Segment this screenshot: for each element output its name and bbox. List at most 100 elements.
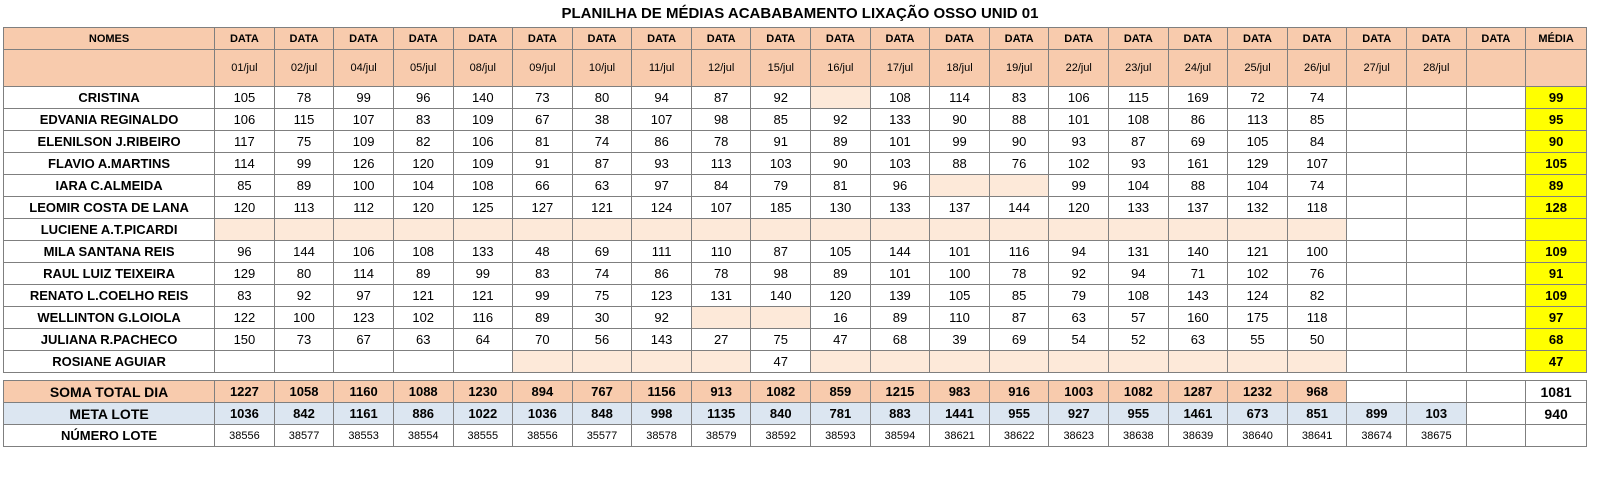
- value-cell[interactable]: 55: [1227, 328, 1288, 351]
- value-cell[interactable]: 69: [571, 240, 633, 263]
- value-cell[interactable]: 105: [1227, 130, 1288, 153]
- value-cell[interactable]: 115: [273, 108, 335, 131]
- employee-name[interactable]: RAUL LUIZ TEIXEIRA: [2, 262, 216, 285]
- value-cell[interactable]: 140: [452, 86, 514, 109]
- value-cell[interactable]: 106: [214, 108, 275, 131]
- value-cell[interactable]: [392, 350, 454, 373]
- lot-cell[interactable]: 38638: [1108, 424, 1169, 447]
- total-cell[interactable]: 1232: [1227, 380, 1288, 403]
- average-cell[interactable]: 47: [1525, 350, 1587, 373]
- date-header[interactable]: DATA: [392, 27, 454, 50]
- date-cell[interactable]: 17/jul: [869, 49, 931, 87]
- value-cell[interactable]: [690, 218, 752, 241]
- value-cell[interactable]: 112: [333, 196, 394, 219]
- value-cell[interactable]: [273, 218, 335, 241]
- value-cell[interactable]: 94: [631, 86, 692, 109]
- goal-average[interactable]: 940: [1525, 402, 1587, 425]
- total-cell[interactable]: 894: [512, 380, 573, 403]
- total-cell[interactable]: 1156: [631, 380, 692, 403]
- value-cell[interactable]: 116: [452, 306, 514, 329]
- value-cell[interactable]: 89: [810, 262, 871, 285]
- value-cell[interactable]: [1346, 174, 1407, 197]
- goal-cell[interactable]: 927: [1048, 402, 1110, 425]
- date-cell[interactable]: 26/jul: [1286, 49, 1348, 87]
- goal-cell[interactable]: [1465, 402, 1527, 425]
- value-cell[interactable]: [1406, 130, 1467, 153]
- value-cell[interactable]: [929, 218, 990, 241]
- employee-name[interactable]: LUCIENE A.T.PICARDI: [2, 218, 216, 241]
- value-cell[interactable]: 92: [810, 108, 871, 131]
- value-cell[interactable]: 80: [273, 262, 335, 285]
- value-cell[interactable]: 124: [631, 196, 692, 219]
- lot-cell[interactable]: 38641: [1286, 424, 1348, 447]
- value-cell[interactable]: [1346, 130, 1407, 153]
- value-cell[interactable]: 121: [452, 284, 514, 307]
- value-cell[interactable]: 113: [690, 152, 752, 175]
- value-cell[interactable]: 85: [750, 108, 812, 131]
- date-header[interactable]: DATA: [1227, 27, 1288, 50]
- value-cell[interactable]: 104: [1108, 174, 1169, 197]
- employee-name[interactable]: CRISTINA: [2, 86, 216, 109]
- value-cell[interactable]: 94: [1048, 240, 1110, 263]
- value-cell[interactable]: 86: [631, 130, 692, 153]
- average-cell[interactable]: 95: [1525, 108, 1587, 131]
- value-cell[interactable]: 38: [571, 108, 633, 131]
- average-header[interactable]: MÉDIA: [1525, 27, 1587, 50]
- value-cell[interactable]: 88: [1167, 174, 1229, 197]
- value-cell[interactable]: 99: [512, 284, 573, 307]
- value-cell[interactable]: 78: [690, 262, 752, 285]
- value-cell[interactable]: 63: [392, 328, 454, 351]
- value-cell[interactable]: [392, 218, 454, 241]
- date-cell[interactable]: 10/jul: [571, 49, 633, 87]
- value-cell[interactable]: 75: [750, 328, 812, 351]
- date-cell[interactable]: 11/jul: [631, 49, 692, 87]
- value-cell[interactable]: [1108, 218, 1169, 241]
- value-cell[interactable]: [1286, 350, 1348, 373]
- value-cell[interactable]: 30: [571, 306, 633, 329]
- value-cell[interactable]: [810, 350, 871, 373]
- date-header[interactable]: DATA: [810, 27, 871, 50]
- date-cell[interactable]: 05/jul: [392, 49, 454, 87]
- spacer-cell[interactable]: [1108, 372, 1169, 381]
- date-header[interactable]: DATA: [1406, 27, 1467, 50]
- spacer-cell[interactable]: [870, 372, 930, 381]
- value-cell[interactable]: 120: [392, 196, 454, 219]
- employee-name[interactable]: WELLINTON G.LOIOLA: [2, 306, 216, 329]
- value-cell[interactable]: 89: [392, 262, 454, 285]
- value-cell[interactable]: 57: [1108, 306, 1169, 329]
- total-cell[interactable]: 1058: [273, 380, 335, 403]
- goal-cell[interactable]: 103: [1406, 402, 1467, 425]
- goal-cell[interactable]: 781: [810, 402, 871, 425]
- spacer-cell[interactable]: [631, 372, 692, 381]
- value-cell[interactable]: [571, 218, 633, 241]
- value-cell[interactable]: 100: [273, 306, 335, 329]
- value-cell[interactable]: 99: [929, 130, 990, 153]
- value-cell[interactable]: 132: [1227, 196, 1288, 219]
- date-header[interactable]: DATA: [1286, 27, 1348, 50]
- value-cell[interactable]: [452, 350, 514, 373]
- value-cell[interactable]: 114: [333, 262, 394, 285]
- date-cell[interactable]: 12/jul: [690, 49, 752, 87]
- value-cell[interactable]: 98: [750, 262, 812, 285]
- value-cell[interactable]: [1465, 350, 1527, 373]
- value-cell[interactable]: 102: [1048, 152, 1110, 175]
- spacer-cell[interactable]: [989, 372, 1049, 381]
- lot-cell[interactable]: 38639: [1167, 424, 1229, 447]
- total-cell[interactable]: 767: [571, 380, 633, 403]
- value-cell[interactable]: [1346, 350, 1407, 373]
- goal-cell[interactable]: 1161: [333, 402, 394, 425]
- value-cell[interactable]: 89: [810, 130, 871, 153]
- average-cell[interactable]: 68: [1525, 328, 1587, 351]
- value-cell[interactable]: [214, 218, 275, 241]
- value-cell[interactable]: 115: [1108, 86, 1169, 109]
- value-cell[interactable]: 117: [214, 130, 275, 153]
- value-cell[interactable]: 129: [1227, 152, 1288, 175]
- spacer-cell[interactable]: [929, 372, 990, 381]
- date-cell[interactable]: 28/jul: [1406, 49, 1467, 87]
- value-cell[interactable]: 99: [1048, 174, 1110, 197]
- lot-cell[interactable]: 38640: [1227, 424, 1288, 447]
- date-cell[interactable]: 23/jul: [1108, 49, 1169, 87]
- date-cell[interactable]: 25/jul: [1227, 49, 1288, 87]
- value-cell[interactable]: 87: [571, 152, 633, 175]
- value-cell[interactable]: 107: [690, 196, 752, 219]
